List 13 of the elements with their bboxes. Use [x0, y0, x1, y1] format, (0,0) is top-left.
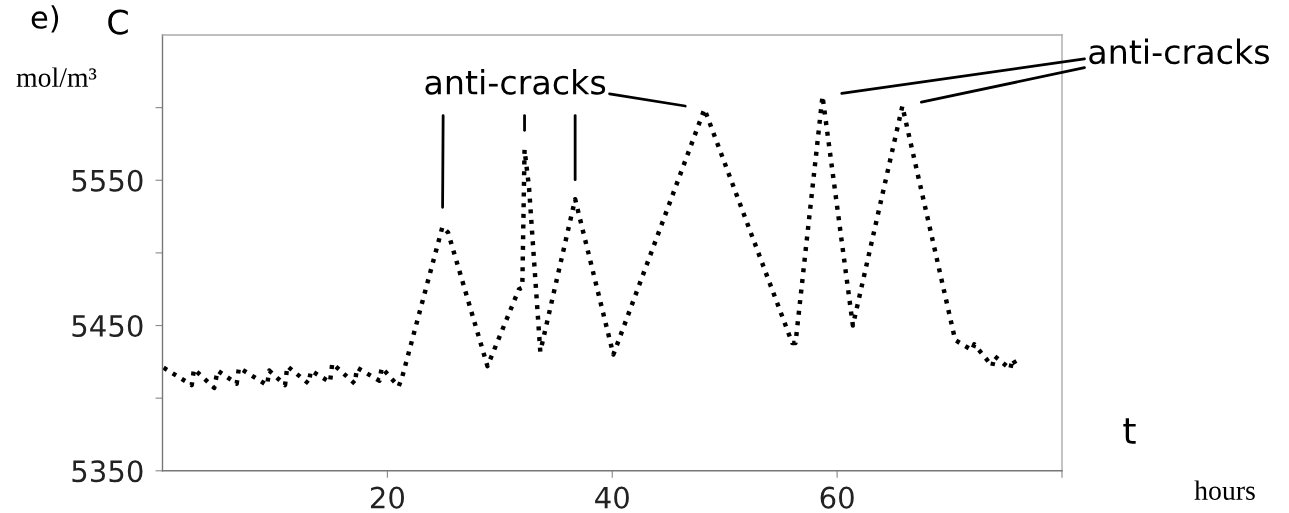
- y-tick-label: 5350: [72, 460, 143, 483]
- y-axis-title: C: [108, 9, 128, 35]
- x-tick-label: 20: [370, 486, 404, 509]
- chart-title: e): [31, 5, 59, 33]
- annotation: anti-cracks: [425, 68, 606, 95]
- text: hours: [1194, 480, 1255, 500]
- text: anti-cracks: [1089, 38, 1269, 65]
- x-tick-label: 40: [595, 486, 629, 509]
- y-tick-label: 5550: [72, 169, 143, 192]
- y-tick-label: 5450: [72, 314, 143, 338]
- text: mol/m³: [16, 67, 97, 87]
- x-axis-title: t: [1123, 418, 1136, 444]
- x-tick-label: 60: [820, 486, 854, 509]
